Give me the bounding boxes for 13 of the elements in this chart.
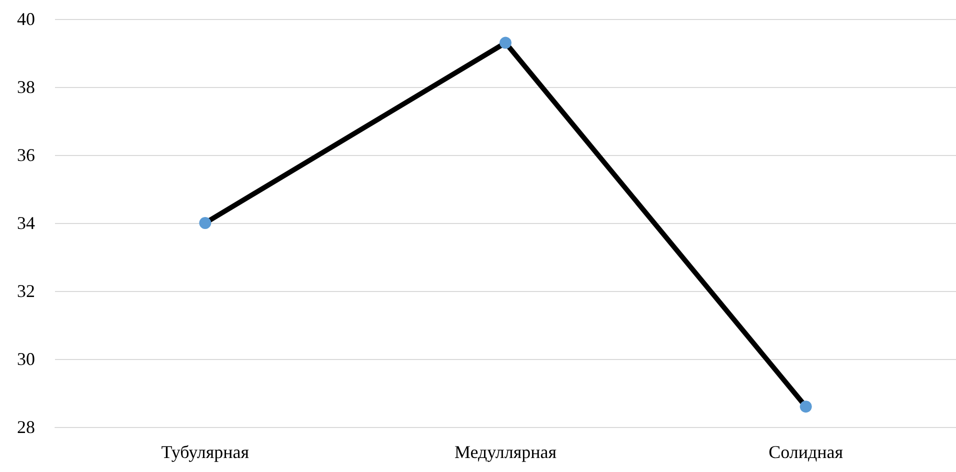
x-tick-label: Солидная [768, 442, 844, 462]
y-tick-label: 30 [17, 349, 35, 369]
y-tick-label: 40 [17, 9, 35, 29]
point [800, 400, 812, 413]
y-tick-label: 32 [17, 281, 35, 301]
y-tick-label: 28 [17, 417, 35, 437]
x-tick-label: Медуллярная [454, 442, 557, 462]
point [500, 36, 512, 49]
y-tick-label: 36 [17, 145, 35, 165]
y-tick-label: 34 [17, 213, 35, 233]
point [199, 217, 212, 229]
y-tick-label: 38 [17, 77, 35, 97]
x-tick-label: Тубулярная [161, 442, 250, 462]
